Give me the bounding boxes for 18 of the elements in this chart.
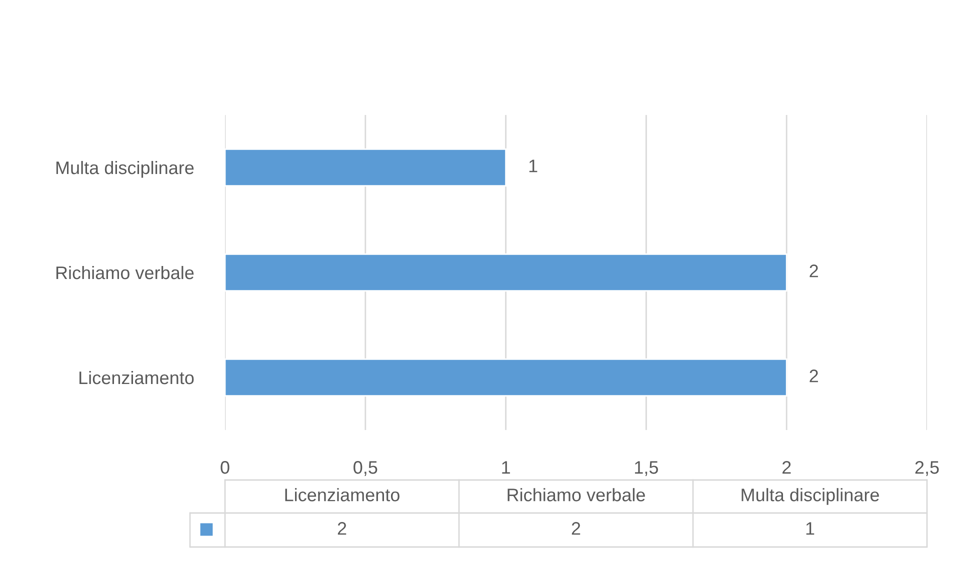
x-tick-label: 1,5 [635, 461, 658, 476]
y-tick-label: Licenziamento [80, 370, 194, 384]
category-label: Licenziamento [285, 488, 400, 502]
data-label: 2 [810, 264, 818, 278]
category-label: Richiamo verbale [508, 488, 645, 502]
x-tick-label: 0,5 [354, 461, 378, 476]
x-tick-label: 2 [782, 461, 791, 474]
text: 1 [806, 522, 814, 535]
data-label: 1 [529, 160, 538, 172]
y-tick-label: Richiamo verbale [56, 266, 194, 280]
text: 2 [338, 522, 346, 535]
text: 2 [572, 522, 580, 535]
x-tick-label: 1 [502, 461, 510, 474]
data-label: 2 [810, 370, 818, 382]
x-tick-label: 0 [220, 461, 230, 474]
y-tick-label: Multa disciplinare [56, 160, 194, 178]
x-tick-label: 2,5 [915, 461, 939, 476]
category-label: Multa disciplinare [742, 488, 879, 505]
